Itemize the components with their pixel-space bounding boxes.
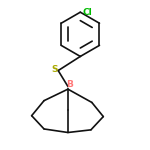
Text: B: B	[66, 80, 73, 89]
Text: Cl: Cl	[82, 8, 92, 17]
Text: S: S	[52, 65, 58, 74]
